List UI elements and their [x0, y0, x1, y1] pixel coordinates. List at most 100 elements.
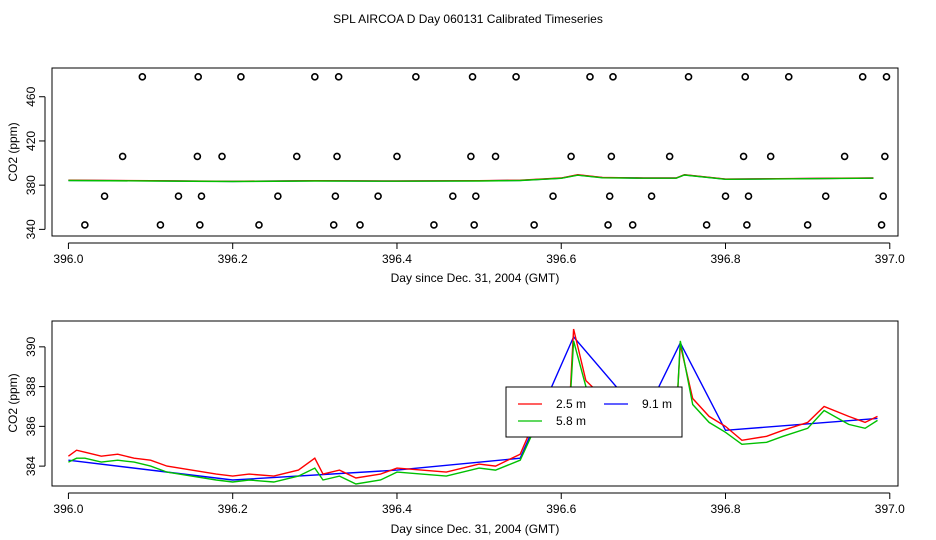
calibration-point: [356, 221, 364, 229]
x-tick-label: 396.4: [382, 502, 412, 516]
x-tick-label: 396.0: [53, 502, 83, 516]
calibration-point: [821, 192, 830, 201]
y-tick-label: 390: [24, 337, 38, 357]
calibration-point: [491, 152, 500, 161]
top-x-axis: 396.0 396.2 396.4 396.6 396.8 397.0: [53, 242, 905, 266]
calibration-point: [647, 192, 656, 201]
series-line-5-8-m: [68, 174, 874, 183]
calibration-point: [194, 73, 203, 81]
calibration-point: [605, 192, 614, 201]
calibration-point: [882, 73, 891, 81]
calibration-point: [174, 192, 183, 201]
top-plot-frame: [51, 67, 899, 237]
calibration-point: [684, 73, 693, 81]
calibration-point: [292, 152, 301, 161]
calibration-point: [840, 152, 849, 161]
calibration-point: [766, 152, 775, 161]
calibration-point: [449, 192, 457, 201]
calibration-point: [803, 221, 812, 229]
calibration-point: [412, 73, 420, 81]
calibration-point: [374, 192, 382, 201]
calibration-point: [468, 73, 477, 81]
calibration-point: [607, 152, 616, 161]
calibration-point: [877, 221, 886, 229]
x-tick-label: 397.0: [875, 502, 905, 516]
calibration-point: [567, 152, 575, 161]
calibration-point: [721, 192, 730, 201]
x-tick-label: 396.6: [546, 252, 576, 266]
series-line-2-5-m: [68, 173, 874, 183]
bottom-y-axis: 384 386 388 390: [24, 337, 46, 476]
top-x-axis-label: Day since Dec. 31, 2004 (GMT): [391, 271, 560, 285]
calibration-point: [329, 221, 338, 229]
x-tick-label: 396.2: [218, 502, 248, 516]
top-calibration-points: [81, 73, 891, 229]
legend-label-9-1m: 9.1 m: [642, 397, 672, 411]
calibration-point: [138, 73, 147, 81]
calibration-point: [311, 73, 319, 81]
figure-title: SPL AIRCOA D Day 060131 Calibrated Times…: [333, 12, 603, 26]
top-y-axis-label: CO2 (ppm): [6, 122, 20, 181]
calibration-point: [331, 192, 340, 201]
bottom-panel: 396.0 396.2 396.4 396.6 396.8 397.0 384 386 388…: [6, 320, 905, 536]
calibration-point: [743, 221, 751, 229]
series-line-9-1-m: [68, 335, 878, 481]
calibration-point: [879, 192, 888, 201]
calibration-point: [604, 221, 612, 229]
calibration-point: [193, 152, 202, 161]
calibration-point: [881, 152, 889, 161]
y-tick-label: 384: [24, 456, 38, 476]
legend-label-5-8m: 5.8 m: [556, 414, 586, 428]
calibration-point: [512, 73, 520, 81]
x-tick-label: 396.8: [710, 252, 740, 266]
calibration-point: [156, 221, 165, 229]
calibration-point: [472, 192, 480, 201]
calibration-point: [470, 221, 478, 229]
calibration-point: [549, 192, 557, 201]
y-tick-label: 420: [24, 131, 38, 151]
x-tick-label: 396.8: [710, 502, 740, 516]
calibration-point: [197, 192, 206, 201]
bottom-series-lines: [67, 328, 878, 485]
calibration-point: [586, 73, 594, 81]
calibration-point: [858, 73, 867, 81]
calibration-point: [334, 73, 343, 81]
calibration-point: [530, 221, 538, 229]
legend: 2.5 m 5.8 m 9.1 m: [505, 386, 683, 438]
series-line-2-5-m: [67, 328, 878, 479]
y-tick-label: 388: [24, 376, 38, 396]
calibration-point: [744, 192, 753, 201]
calibration-point: [665, 152, 674, 161]
calibration-point: [784, 73, 793, 81]
top-y-axis: 340 380 420 460: [24, 86, 46, 239]
y-tick-label: 460: [24, 86, 38, 106]
calibration-point: [467, 152, 475, 161]
legend-label-2-5m: 2.5 m: [556, 397, 586, 411]
calibration-point: [702, 221, 711, 229]
calibration-point: [237, 73, 245, 81]
top-series-lines: [68, 173, 874, 183]
bottom-plot-frame: [51, 320, 899, 487]
x-tick-label: 396.6: [546, 502, 576, 516]
calibration-point: [118, 152, 127, 161]
x-tick-label: 397.0: [875, 252, 905, 266]
calibration-point: [274, 192, 282, 201]
calibration-point: [393, 152, 401, 161]
x-tick-label: 396.2: [218, 252, 248, 266]
calibration-point: [739, 152, 748, 161]
bottom-y-axis-label: CO2 (ppm): [6, 373, 20, 432]
bottom-x-axis: 396.0 396.2 396.4 396.6 396.8 397.0: [53, 492, 905, 516]
calibration-point: [81, 221, 89, 229]
x-tick-label: 396.0: [53, 252, 83, 266]
x-tick-label: 396.4: [382, 252, 412, 266]
calibration-point: [628, 221, 637, 229]
bottom-x-axis-label: Day since Dec. 31, 2004 (GMT): [391, 522, 560, 536]
series-line-5-8-m: [68, 340, 878, 485]
calibration-point: [255, 221, 263, 229]
y-tick-label: 340: [24, 219, 38, 239]
calibration-point: [100, 192, 109, 201]
top-panel: 396.0 396.2 396.4 396.6 396.8 397.0 340 380 420…: [6, 67, 905, 285]
y-tick-label: 386: [24, 416, 38, 436]
y-tick-label: 380: [24, 175, 38, 195]
